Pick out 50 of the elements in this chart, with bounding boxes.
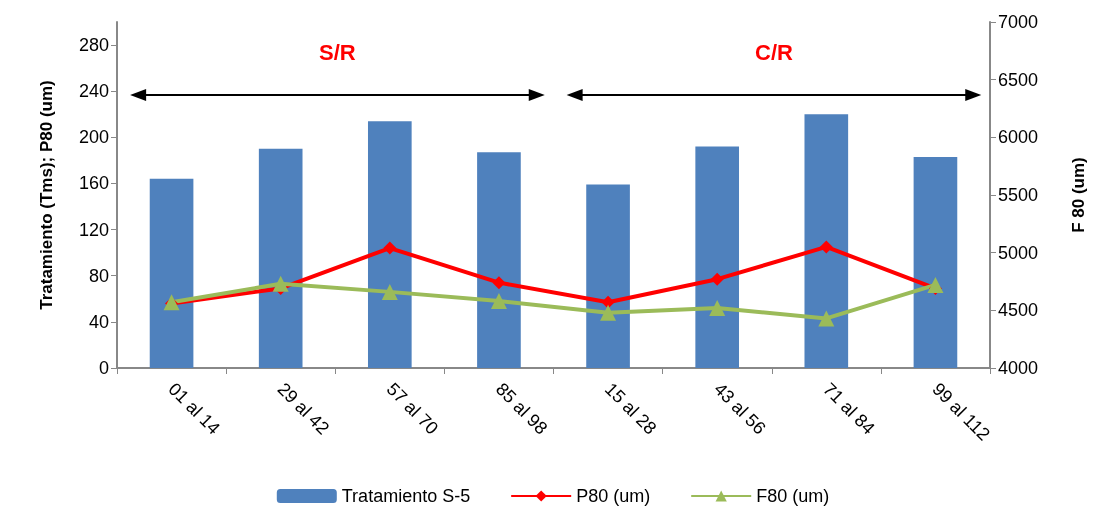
bar [695,146,740,368]
y-tick-label: 200 [78,127,109,148]
bar [367,121,412,368]
y2-tick-label: 5500 [998,185,1039,205]
y2-tick-label: 6500 [998,69,1039,90]
point [381,283,398,300]
bar [586,184,630,368]
y-tick-label: 160 [78,173,109,194]
x-tick-label: 29 al 42 [273,378,334,439]
y2-tick-label: 4500 [998,300,1039,321]
x-tick-label: 57 al 70 [382,378,443,439]
x-tick-label: 85 al 98 [491,378,552,439]
point [819,240,833,254]
x-tick-label: 43 al 56 [710,378,770,439]
point [492,276,506,290]
bar [477,152,521,368]
point [272,275,289,292]
x-tick-label: 99 al 112 [928,378,994,445]
legend-label: Tratamiento S-5 [341,486,471,506]
y2-axis-title: F 80 (um) [1069,157,1088,233]
annotation: C/R [754,39,793,65]
y-tick-label: 0 [98,358,109,378]
y-tick-label: 280 [78,35,109,56]
bar [913,156,958,368]
bar [258,148,303,368]
point [383,241,397,255]
point [600,304,617,321]
point [927,276,944,293]
point [710,272,724,286]
y-tick-label: 120 [78,219,109,240]
legend-label: P80 (um) [576,486,651,506]
x-tick-label: 71 al 84 [819,378,879,439]
y-axis-title: Tratamiento (Tms); P80 (um) [37,80,56,310]
y2-tick-label: 6000 [998,127,1039,148]
x-tick-label: 01 al 14 [164,378,224,439]
bar [804,114,849,368]
point [601,295,615,309]
point [709,300,726,317]
y2-tick-label: 5000 [998,242,1039,263]
point [818,310,835,327]
annotation: S/R [319,39,356,65]
legend-label: F80 (um) [756,486,830,506]
x-tick-label: 15 al 28 [600,378,661,439]
y2-tick-label: 4000 [998,358,1039,378]
point [490,293,507,310]
y-tick-label: 240 [78,81,109,102]
y-tick-label: 40 [88,311,109,332]
y-tick-label: 80 [88,265,109,286]
y2-tick-label: 7000 [998,12,1039,32]
bar [149,178,194,368]
